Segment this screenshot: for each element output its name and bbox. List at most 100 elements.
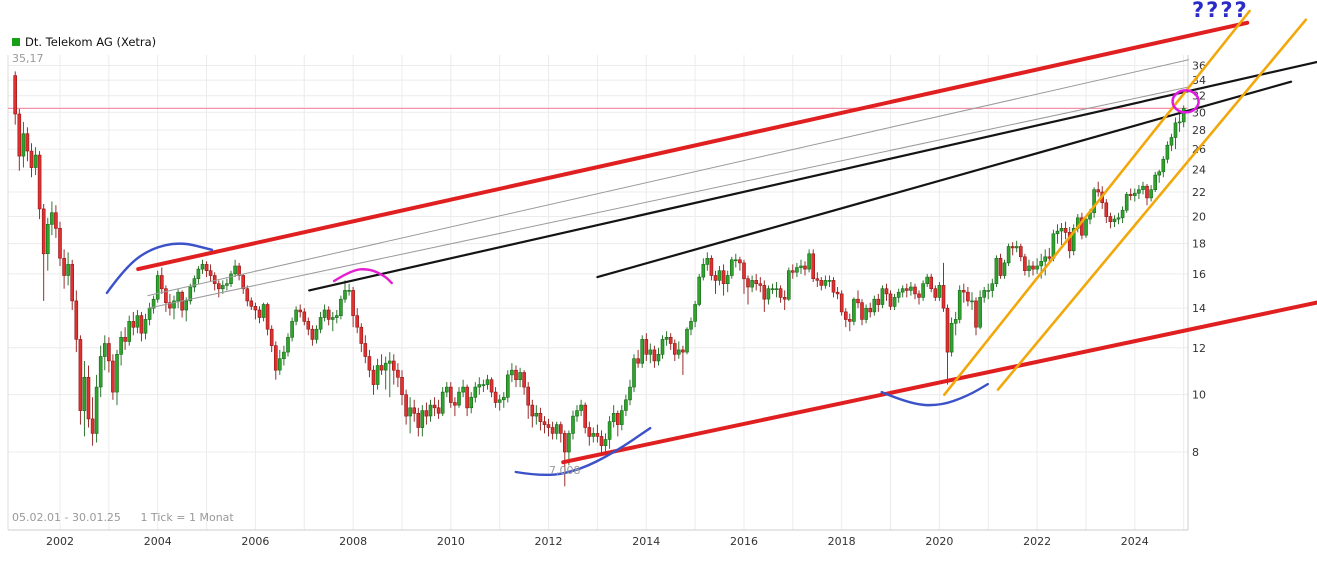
candle-body	[322, 309, 327, 318]
candle-body	[1145, 185, 1149, 199]
candle-body	[1104, 202, 1109, 217]
candle-body	[387, 360, 392, 364]
candle-body	[872, 298, 877, 313]
candle-body	[391, 360, 396, 371]
candle-body	[534, 412, 539, 417]
candle-body	[29, 150, 34, 168]
candle-body	[953, 319, 958, 324]
candle-body	[1018, 246, 1023, 258]
candle-body	[799, 265, 803, 268]
candle-body	[831, 280, 836, 293]
candle-body	[444, 386, 449, 393]
candle-body	[982, 290, 987, 298]
low-price-label: 7,008	[549, 464, 581, 477]
candle-body	[1067, 232, 1072, 252]
candle-body	[579, 404, 583, 411]
gray-trendline-1	[147, 59, 1190, 297]
candle-body	[970, 300, 974, 303]
candle-body	[115, 353, 119, 393]
candle-body	[286, 336, 290, 353]
candle-body	[188, 286, 193, 302]
x-axis-label: 2022	[1023, 535, 1051, 548]
candle-body	[13, 75, 17, 115]
candle-body	[986, 290, 991, 292]
candle-body	[921, 283, 925, 298]
x-axis-label: 2014	[632, 535, 660, 548]
candle-body	[957, 290, 962, 320]
candle-body	[50, 212, 54, 225]
instrument-title-label: Dt. Telekom AG (Xetra)	[25, 35, 157, 49]
candle-body	[233, 265, 237, 275]
candle-body	[160, 275, 164, 290]
candle-body	[400, 376, 404, 395]
candle-body	[514, 369, 518, 381]
instrument-legend-icon	[12, 38, 20, 46]
candle-body	[668, 336, 673, 344]
candle-body	[933, 288, 938, 298]
candle-body	[1035, 265, 1039, 270]
candle-body	[127, 321, 131, 342]
candle-body	[1059, 228, 1064, 232]
y-axis-label: 14	[1192, 302, 1206, 315]
candle-body	[624, 399, 628, 411]
candle-body	[196, 268, 201, 280]
candle-body	[998, 257, 1003, 276]
candle-body	[200, 264, 205, 270]
candle-body	[774, 288, 779, 291]
yellow-trendline-right	[996, 18, 1308, 391]
candle-body	[302, 311, 307, 322]
candle-body	[1128, 194, 1133, 196]
candle-body	[1010, 246, 1015, 249]
candle-body	[1071, 228, 1076, 252]
candle-body	[143, 319, 148, 334]
candle-body	[518, 372, 522, 380]
candle-body	[1112, 218, 1117, 223]
candle-body	[505, 374, 510, 398]
candle-body	[876, 298, 881, 305]
candle-body	[168, 302, 172, 309]
candle-body	[379, 365, 384, 371]
black-trendline-lower	[596, 80, 1293, 279]
candle-body	[396, 369, 400, 378]
candle-body	[107, 343, 111, 362]
candle-body	[501, 396, 506, 401]
candle-body	[644, 339, 649, 355]
candle-body	[147, 307, 152, 320]
instrument-title: Dt. Telekom AG (Xetra)	[12, 35, 156, 49]
candle-body	[510, 369, 514, 376]
red-trendline-lower	[561, 300, 1317, 465]
candle-body	[750, 280, 754, 288]
candle-body	[619, 410, 624, 425]
candle-body	[343, 290, 347, 300]
red-trendline-upper	[136, 20, 1250, 272]
candle-body	[835, 291, 840, 295]
candle-body	[1014, 246, 1019, 249]
candle-body	[217, 283, 221, 290]
candle-body	[103, 343, 107, 357]
candle-body	[497, 399, 502, 403]
candle-body	[709, 257, 714, 276]
candle-body	[611, 412, 616, 422]
candle-body	[554, 424, 559, 434]
date-range-label: 05.02.01 - 30.01.25	[12, 511, 121, 524]
candle-body	[465, 386, 469, 409]
candle-body	[98, 356, 103, 388]
y-axis-label: 24	[1192, 164, 1206, 177]
candle-body	[1141, 185, 1145, 190]
candle-body	[1063, 228, 1068, 233]
y-axis-label: 10	[1192, 389, 1206, 402]
candle-body	[770, 288, 775, 291]
candle-body	[1169, 137, 1174, 146]
yellow-trendline-left	[942, 9, 1251, 397]
candle-body	[359, 326, 364, 344]
candle-body	[485, 379, 490, 385]
candle-body	[640, 339, 645, 364]
candle-body	[70, 264, 74, 302]
y-axis-label: 28	[1192, 124, 1206, 137]
candle-body	[888, 293, 893, 307]
candle-body	[522, 372, 526, 388]
candle-body	[1047, 256, 1052, 259]
candle-body	[652, 349, 657, 362]
candle-body	[900, 288, 905, 293]
